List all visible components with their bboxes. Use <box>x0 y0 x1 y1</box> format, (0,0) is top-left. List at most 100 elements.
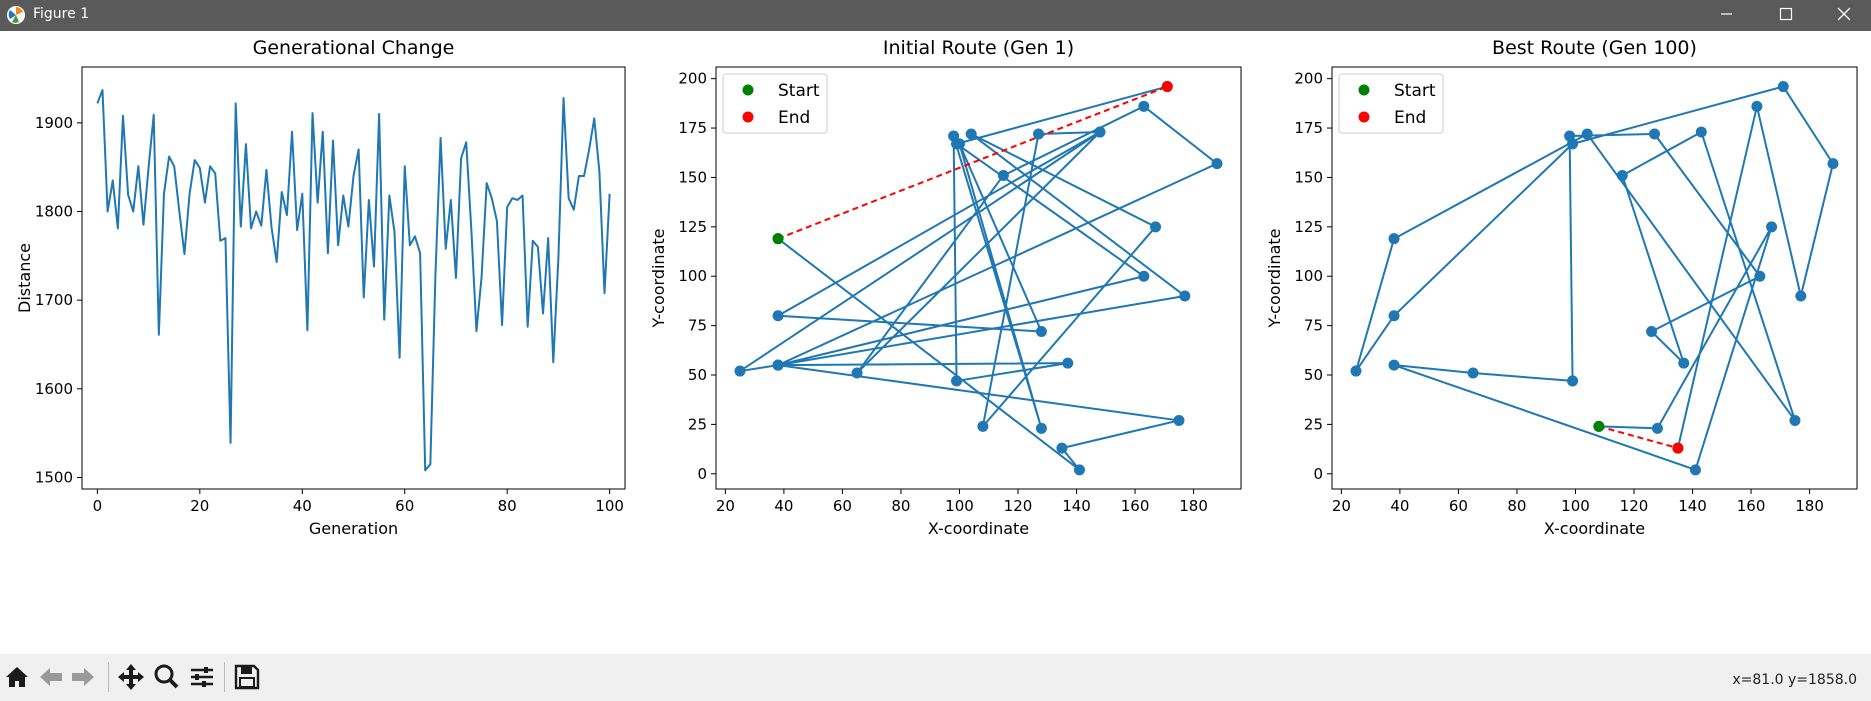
legend-label-start: Start <box>1394 81 1436 101</box>
city-point <box>1751 100 1763 112</box>
legend-label-start: Start <box>778 81 820 101</box>
city-point <box>1695 126 1707 138</box>
sliders-icon <box>191 667 213 687</box>
home-button[interactable] <box>2 662 32 692</box>
chart-title: Generational Change <box>253 37 455 59</box>
maximize-button[interactable] <box>1758 0 1812 31</box>
legend-label-end: End <box>1394 108 1426 128</box>
y-tick-label: 175 <box>1294 119 1323 137</box>
city-point <box>772 359 784 371</box>
city-point <box>1648 128 1660 140</box>
city-point <box>1581 128 1593 140</box>
x-tick-label: 0 <box>93 497 103 515</box>
city-point <box>997 169 1009 181</box>
figure-svg: 0 20 40 60 80 10015001600170018001900Generati… <box>15 37 1858 538</box>
x-tick-label: 180 <box>1795 497 1824 515</box>
city-point <box>1567 138 1579 150</box>
y-tick-label: 0 <box>1313 465 1323 483</box>
x-tick-label: 20 <box>190 497 209 515</box>
city-point <box>1073 464 1085 476</box>
city-point <box>1094 126 1106 138</box>
x-axis-label: Generation <box>309 519 398 538</box>
pan-button[interactable] <box>116 662 146 692</box>
x-tick-label: 140 <box>1678 497 1707 515</box>
city-point <box>1827 158 1839 170</box>
x-tick-label: 160 <box>1737 497 1766 515</box>
city-point <box>851 367 863 379</box>
end-point <box>1161 81 1173 93</box>
zoom-button[interactable] <box>151 662 181 692</box>
configure-subplots-button[interactable] <box>187 662 217 692</box>
city-point <box>1766 221 1778 233</box>
x-tick-label: 160 <box>1121 497 1150 515</box>
x-tick-label: 180 <box>1179 497 1208 515</box>
city-point <box>1211 158 1223 170</box>
window-title: Figure 1 <box>33 6 90 22</box>
y-tick-label: 25 <box>1304 415 1323 433</box>
x-tick-label: 20 <box>1332 497 1351 515</box>
x-tick-label: 40 <box>774 497 793 515</box>
x-tick-label: 80 <box>1507 497 1526 515</box>
home-icon <box>6 667 28 687</box>
city-point <box>1150 221 1162 233</box>
x-tick-label: 140 <box>1062 497 1091 515</box>
city-point <box>1646 326 1658 338</box>
close-button[interactable] <box>1817 0 1871 31</box>
chart-title: Best Route (Gen 100) <box>1492 37 1697 59</box>
forward-arrow-icon <box>72 668 94 686</box>
x-tick-label: 100 <box>945 497 974 515</box>
start-point <box>772 233 784 245</box>
city-point <box>977 420 989 432</box>
city-point <box>1789 414 1801 426</box>
back-button[interactable] <box>36 662 66 692</box>
city-point <box>951 138 963 150</box>
floppy-disk-icon <box>234 664 260 690</box>
maximize-icon <box>1779 7 1793 21</box>
x-axis-label: X-coordinate <box>928 519 1029 538</box>
start-point <box>1593 420 1605 432</box>
city-point <box>1173 414 1185 426</box>
city-point <box>1035 422 1047 434</box>
y-tick-label: 100 <box>678 267 707 285</box>
minimize-icon <box>1721 13 1732 15</box>
move-icon <box>118 664 144 690</box>
city-point <box>1795 290 1807 302</box>
window-titlebar: Figure 1 <box>0 0 1871 31</box>
y-axis-label: Y-coordinate <box>1265 229 1284 329</box>
axes-background <box>82 67 625 489</box>
y-tick-label: 50 <box>1304 366 1323 384</box>
y-tick-label: 200 <box>1294 70 1323 88</box>
save-button[interactable] <box>232 662 262 692</box>
matplotlib-app-icon <box>7 6 25 24</box>
city-point <box>1138 100 1150 112</box>
legend-marker-end <box>742 111 754 123</box>
x-tick-label: 40 <box>1390 497 1409 515</box>
axes-frame <box>715 66 1242 490</box>
back-arrow-icon <box>40 668 62 686</box>
close-icon <box>1837 7 1851 21</box>
x-tick-label: 120 <box>1620 497 1649 515</box>
magnifier-icon <box>154 664 179 689</box>
x-tick-label: 40 <box>293 497 312 515</box>
city-point <box>1062 357 1074 369</box>
y-tick-label: 50 <box>688 366 707 384</box>
y-tick-label: 1900 <box>35 114 73 132</box>
navigation-toolbar: x=81.0 y=1858.0 <box>0 654 1871 701</box>
city-point <box>1689 464 1701 476</box>
city-point <box>772 310 784 322</box>
y-tick-label: 125 <box>678 218 707 236</box>
forward-button[interactable] <box>68 662 98 692</box>
cursor-coordinates: x=81.0 y=1858.0 <box>1732 672 1857 688</box>
city-point <box>1032 128 1044 140</box>
minimize-button[interactable] <box>1699 0 1753 31</box>
toolbar-separator <box>224 662 225 692</box>
toolbar-separator <box>108 662 109 692</box>
legend-marker-end <box>1358 111 1370 123</box>
y-tick-label: 25 <box>688 415 707 433</box>
y-tick-label: 1800 <box>35 203 73 221</box>
city-point <box>965 128 977 140</box>
x-tick-label: 100 <box>1561 497 1590 515</box>
y-tick-label: 150 <box>1294 168 1323 186</box>
figure-canvas[interactable]: 0 20 40 60 80 100 1500 1600 1700 1800 1900 Generati… <box>0 31 1871 654</box>
city-point <box>1616 169 1628 181</box>
